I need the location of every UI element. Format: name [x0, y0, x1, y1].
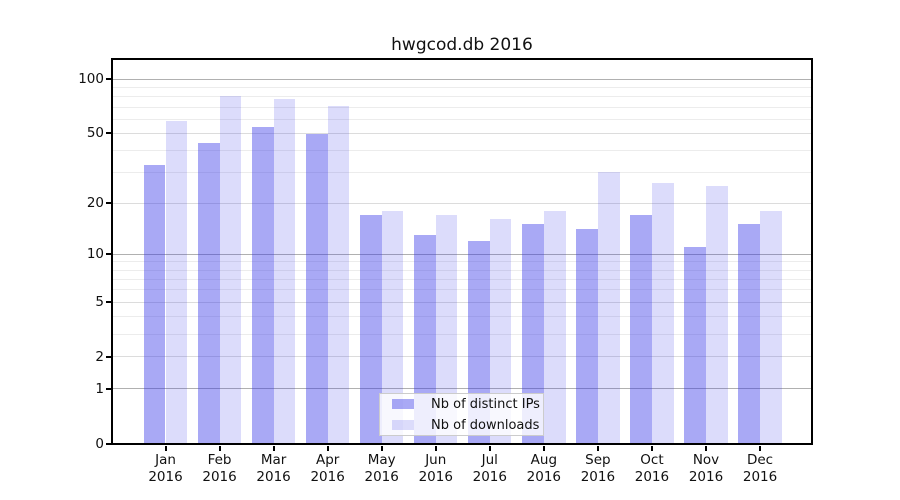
y-tick-label-0: 0: [95, 435, 104, 452]
gridline-10: [113, 253, 811, 255]
gridline-2: [113, 356, 811, 358]
x-tick-label-may: May 2016: [364, 452, 399, 485]
x-tick-apr: [326, 445, 329, 451]
legend-item-downloads: Nb of downloads: [386, 417, 540, 434]
bar-jun-distinct-ips: [414, 234, 436, 443]
y-tick-0: [106, 442, 111, 445]
bar-oct-distinct-ips: [630, 214, 652, 443]
x-tick-label-sep: Sep 2016: [580, 452, 616, 485]
gridline-4: [113, 315, 811, 317]
y-tick-5: [106, 301, 111, 304]
legend-swatch-downloads: [392, 420, 414, 430]
bar-may-downloads: [381, 210, 404, 443]
y-tick-label-10: 10: [86, 246, 104, 263]
gridline-90: [113, 87, 811, 89]
gridline-7: [113, 278, 811, 280]
x-tick-nov: [705, 445, 707, 451]
y-tick-label-5: 5: [95, 294, 104, 311]
bar-feb-downloads: [219, 96, 242, 443]
x-tick-label-aug: Aug 2016: [526, 452, 562, 485]
bar-sep-distinct-ips: [576, 229, 598, 443]
bar-nov-distinct-ips: [684, 246, 706, 443]
x-tick-label-feb: Feb 2016: [202, 452, 237, 485]
bar-apr-downloads: [327, 105, 350, 443]
legend-label-downloads: Nb of downloads: [431, 417, 540, 433]
gridline-50: [113, 132, 811, 134]
gridline-20: [113, 202, 811, 204]
x-tick-label-jun: Jun 2016: [418, 452, 453, 485]
x-tick-label-jan: Jan 2016: [148, 452, 183, 485]
gridline-70: [113, 106, 811, 108]
x-tick-label-mar: Mar 2016: [256, 452, 291, 485]
bar-jan-downloads: [165, 121, 188, 443]
gridline-6: [113, 289, 811, 291]
y-tick-label-2: 2: [95, 348, 104, 365]
bar-jun-downloads: [435, 214, 458, 443]
x-tick-aug: [542, 445, 545, 451]
y-tick-label-20: 20: [86, 195, 104, 212]
legend-label-distinct-ips: Nb of distinct IPs: [431, 396, 540, 412]
x-tick-sep: [596, 445, 599, 451]
bar-feb-distinct-ips: [197, 142, 220, 443]
chart-title: hwgcod.db 2016: [391, 35, 533, 55]
y-tick-label-1: 1: [95, 380, 104, 397]
x-tick-label-oct: Oct 2016: [634, 452, 670, 485]
x-tick-may: [380, 445, 383, 451]
gridline-8: [113, 269, 811, 271]
gridline-9: [113, 261, 811, 263]
bar-sep-downloads: [597, 172, 620, 443]
x-tick-label-nov: Nov 2016: [688, 452, 724, 485]
y-tick-2: [106, 355, 111, 358]
y-tick-10: [106, 253, 111, 256]
x-tick-label-dec: Dec 2016: [742, 452, 778, 485]
y-tick-100: [106, 78, 111, 81]
gridline-100: [113, 78, 811, 80]
legend-item-distinct-ips: Nb of distinct IPs: [386, 396, 540, 413]
gridline-1: [113, 388, 811, 390]
legend: Nb of distinct IPs Nb of downloads: [379, 393, 544, 436]
x-tick-dec: [759, 445, 762, 451]
x-tick-label-jul: Jul 2016: [472, 452, 507, 485]
y-tick-1: [106, 387, 111, 390]
x-tick-jul: [488, 445, 491, 451]
x-tick-jan: [164, 445, 167, 451]
bar-jul-downloads: [489, 219, 512, 443]
bar-jul-distinct-ips: [468, 240, 490, 443]
bar-may-distinct-ips: [360, 214, 382, 443]
bar-mar-downloads: [273, 99, 296, 443]
y-tick-label-50: 50: [86, 125, 104, 142]
gridline-3: [113, 333, 811, 335]
x-tick-mar: [272, 445, 275, 451]
legend-swatch-distinct-ips: [392, 399, 414, 409]
bar-nov-downloads: [706, 185, 728, 443]
bar-apr-distinct-ips: [305, 134, 328, 443]
bar-jan-distinct-ips: [143, 164, 166, 443]
y-tick-label-100: 100: [78, 71, 104, 88]
x-tick-label-apr: Apr 2016: [310, 452, 345, 485]
plot-area: Nb of distinct IPs Nb of downloads: [111, 58, 813, 445]
gridline-80: [113, 96, 811, 98]
x-tick-oct: [650, 445, 653, 451]
bar-dec-distinct-ips: [738, 224, 761, 443]
gridline-40: [113, 149, 811, 151]
gridline-5: [113, 301, 811, 303]
x-tick-feb: [218, 445, 221, 451]
gridline-30: [113, 172, 811, 173]
bar-aug-downloads: [543, 210, 566, 443]
y-tick-20: [106, 202, 111, 205]
bar-oct-downloads: [651, 182, 674, 443]
x-tick-jun: [434, 445, 437, 451]
gridline-60: [113, 118, 811, 120]
y-tick-50: [106, 132, 111, 135]
bar-dec-downloads: [760, 210, 782, 443]
bar-mar-distinct-ips: [251, 126, 274, 443]
bar-aug-distinct-ips: [522, 224, 544, 443]
